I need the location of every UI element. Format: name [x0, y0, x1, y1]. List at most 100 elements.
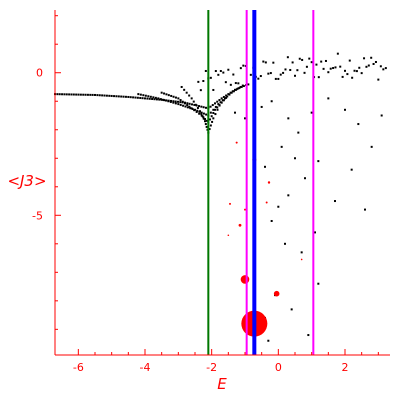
data-point	[353, 69, 356, 72]
data-point	[214, 105, 217, 108]
data-point	[153, 98, 156, 101]
data-point	[317, 76, 320, 79]
data-point	[209, 76, 212, 79]
data-point	[75, 93, 78, 96]
data-point	[221, 99, 224, 102]
data-point	[68, 93, 71, 96]
data-point	[216, 100, 219, 103]
data-point	[165, 93, 168, 96]
data-point	[105, 94, 108, 97]
data-point	[209, 118, 211, 121]
data-point	[190, 107, 193, 110]
data-point	[204, 120, 206, 123]
data-point	[307, 334, 310, 337]
data-point	[277, 77, 280, 80]
data-point	[82, 93, 85, 96]
data-point	[199, 110, 201, 113]
data-point	[200, 111, 203, 114]
data-point	[198, 105, 200, 108]
vertical-lines-layer	[207, 10, 315, 355]
data-point	[329, 67, 332, 70]
data-point	[144, 94, 147, 97]
data-point	[177, 100, 179, 103]
data-point	[196, 109, 199, 112]
data-point	[239, 85, 242, 88]
data-point	[317, 160, 320, 163]
data-point	[184, 102, 186, 105]
data-point	[180, 85, 183, 88]
data-point	[270, 100, 273, 103]
data-point	[122, 95, 125, 98]
data-point	[235, 88, 238, 91]
data-point	[96, 94, 99, 97]
data-point	[334, 200, 336, 203]
data-point	[280, 145, 283, 148]
data-point	[115, 95, 118, 98]
data-point	[242, 85, 245, 88]
data-point	[257, 77, 260, 80]
data-point	[179, 99, 182, 102]
data-point	[310, 111, 313, 114]
data-point	[227, 68, 230, 71]
data-point	[61, 93, 64, 96]
data-point	[136, 96, 139, 99]
data-point	[139, 96, 142, 99]
data-point	[159, 98, 162, 101]
data-point	[132, 96, 135, 99]
data-point	[204, 69, 207, 72]
data-point	[214, 108, 216, 111]
data-point	[217, 73, 220, 76]
data-point	[214, 70, 217, 73]
data-point	[284, 68, 287, 71]
points-layer	[54, 52, 387, 342]
data-point	[222, 99, 225, 102]
data-point	[217, 103, 220, 106]
data-point	[232, 73, 235, 76]
data-point	[364, 208, 366, 211]
data-point	[129, 96, 132, 99]
data-point	[344, 69, 346, 72]
data-point	[79, 93, 82, 96]
data-point	[348, 59, 351, 62]
data-point	[218, 99, 221, 102]
data-point	[101, 94, 104, 97]
data-point	[182, 104, 185, 107]
data-point	[167, 100, 170, 103]
data-point	[155, 98, 158, 101]
data-point	[219, 70, 222, 73]
data-point	[332, 67, 335, 70]
data-point	[192, 100, 195, 103]
data-point	[244, 117, 246, 120]
data-point	[158, 98, 161, 101]
data-point	[200, 112, 203, 115]
highlight-point	[238, 223, 242, 227]
data-point	[141, 97, 144, 100]
data-point	[160, 91, 163, 94]
data-point	[70, 93, 73, 96]
highlight-point	[229, 202, 231, 205]
data-point	[205, 125, 208, 128]
data-point	[284, 242, 286, 245]
x-tick-label: -4	[140, 361, 151, 374]
data-point	[191, 103, 193, 106]
data-point	[183, 88, 186, 91]
data-point	[214, 102, 216, 105]
data-point	[228, 93, 231, 96]
data-point	[91, 93, 94, 96]
data-point	[202, 112, 205, 115]
data-point	[169, 100, 172, 103]
data-point	[231, 90, 234, 93]
data-point	[377, 78, 380, 81]
data-point	[195, 110, 198, 113]
data-point	[350, 168, 353, 171]
x-tick-label: 0	[275, 361, 282, 374]
data-point	[339, 65, 342, 68]
data-point	[174, 102, 177, 105]
data-point	[324, 59, 327, 62]
data-point	[205, 113, 208, 116]
data-point	[211, 120, 214, 123]
data-point	[188, 102, 191, 105]
data-point	[137, 93, 140, 96]
data-point	[146, 97, 149, 100]
axes-layer	[54, 10, 390, 356]
